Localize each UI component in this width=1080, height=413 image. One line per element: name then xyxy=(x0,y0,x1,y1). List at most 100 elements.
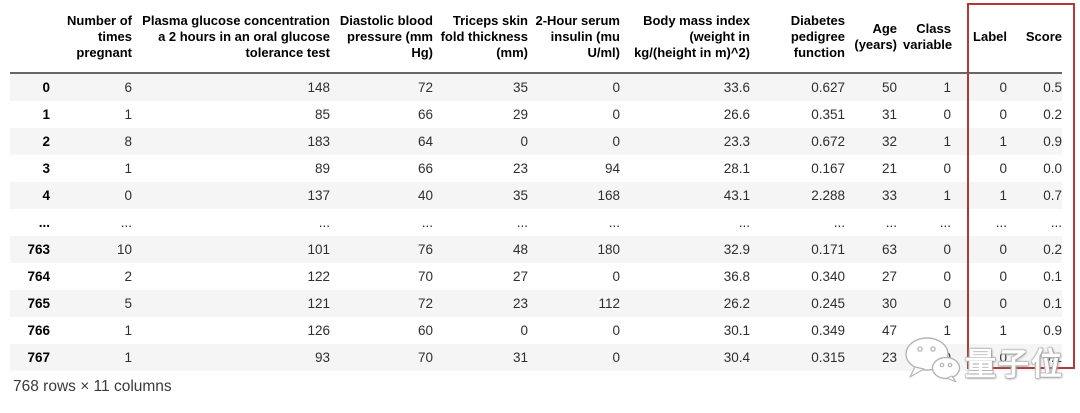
row-index: 4 xyxy=(42,188,50,203)
table-row: .................................... xyxy=(10,209,1062,236)
column-header-plasma-glucose-concentration-a-2-hours-in-an-oral-glucose-tolerance-test: Plasma glucose concentration a 2 hours i… xyxy=(142,13,330,60)
wechat-chat-bubbles-icon xyxy=(905,337,961,382)
table-cell: 89 xyxy=(314,161,330,176)
table-cell: 0 xyxy=(999,350,1007,365)
column-header-age-years: Age (years) xyxy=(854,21,897,52)
index-column-header xyxy=(10,2,50,73)
table-cell: 31 xyxy=(512,350,528,365)
column-header-diastolic-blood-pressure-mm-hg: Diastolic blood pressure (mm Hg) xyxy=(339,13,433,60)
table-row: 4 0 137 40 35 168 43.1 2.288 33 1 1 0.7 xyxy=(10,182,1062,209)
table-cell: 0.2 xyxy=(1043,107,1062,122)
row-index: 767 xyxy=(27,350,50,365)
row-index: 764 xyxy=(27,269,50,284)
table-cell: 70 xyxy=(417,269,433,284)
table-cell: 35 xyxy=(512,80,528,95)
row-index: ... xyxy=(38,215,50,230)
column-header-score: Score xyxy=(1025,29,1062,45)
dataframe-table: Number of times pregnant Plasma glucose c… xyxy=(10,2,1062,371)
row-index: 765 xyxy=(27,296,50,311)
column-header-2-hour-serum-insulin-mu-u-ml: 2-Hour serum insulin (mu U/ml) xyxy=(535,13,620,60)
table-dimensions-label: 768 rows × 11 columns xyxy=(13,378,172,395)
table-cell: 1 xyxy=(999,134,1007,149)
table-cell: 0 xyxy=(124,188,132,203)
table-cell: 30 xyxy=(881,296,897,311)
table-cell: ... xyxy=(995,215,1007,230)
table-cell: 121 xyxy=(307,296,330,311)
table-cell: 0 xyxy=(999,296,1007,311)
table-cell: 31 xyxy=(881,107,897,122)
table-cell: 0.315 xyxy=(811,350,845,365)
row-index: 766 xyxy=(27,323,50,338)
table-cell: 60 xyxy=(417,323,433,338)
table-cell: 0 xyxy=(943,296,951,311)
table-cell: ... xyxy=(833,215,845,230)
table-row: 2 8 183 64 0 0 23.3 0.672 32 1 1 0.9 xyxy=(10,128,1062,155)
table-cell: 76 xyxy=(417,242,433,257)
table-cell: 85 xyxy=(314,107,330,122)
row-index: 1 xyxy=(42,107,50,122)
table-cell: 0 xyxy=(612,323,620,338)
table-cell: 2 xyxy=(124,269,132,284)
table-cell: 26.2 xyxy=(723,296,750,311)
table-cell: 0.7 xyxy=(1043,188,1062,203)
table-cell: 0 xyxy=(943,161,951,176)
table-cell: 27 xyxy=(881,269,897,284)
table-cell: 0.167 xyxy=(811,161,845,176)
table-cell: 26.6 xyxy=(723,107,750,122)
table-cell: 63 xyxy=(881,242,897,257)
table-cell: 0 xyxy=(612,350,620,365)
table-cell: 33 xyxy=(881,188,897,203)
table-cell: 0.245 xyxy=(811,296,845,311)
table-cell: 0.0 xyxy=(1043,161,1062,176)
table-cell: 1 xyxy=(124,350,132,365)
table-cell: 0 xyxy=(612,80,620,95)
table-cell: 32 xyxy=(881,134,897,149)
table-cell: 28.1 xyxy=(723,161,750,176)
table-row: 1 1 85 66 29 0 26.6 0.351 31 0 0 0.2 xyxy=(10,101,1062,128)
table-cell: 93 xyxy=(314,350,330,365)
table-cell: 0.351 xyxy=(811,107,845,122)
table-cell: 148 xyxy=(307,80,330,95)
table-cell: 50 xyxy=(881,80,897,95)
table-cell: 1 xyxy=(943,134,951,149)
table-cell: 0 xyxy=(999,80,1007,95)
table-cell: 0 xyxy=(943,107,951,122)
table-cell: 33.6 xyxy=(723,80,750,95)
column-header-body-mass-index-weight-in-kg-height-in-m-2: Body mass index (weight in kg/(height in… xyxy=(634,13,750,60)
table-cell: 0.1 xyxy=(1043,269,1062,284)
table-cell: 0 xyxy=(612,107,620,122)
table-cell: ... xyxy=(939,215,951,230)
table-cell: 94 xyxy=(604,161,620,176)
row-index: 2 xyxy=(42,134,50,149)
table-cell: 32.9 xyxy=(723,242,750,257)
table-cell: 0 xyxy=(520,134,528,149)
table-cell: 23 xyxy=(881,350,897,365)
table-row: 766 1 126 60 0 0 30.1 0.349 47 1 1 0.9 xyxy=(10,317,1062,344)
header-row: Number of times pregnant Plasma glucose c… xyxy=(10,2,1062,73)
table-cell: 0.9 xyxy=(1043,134,1062,149)
table-cell: 0 xyxy=(999,269,1007,284)
table-cell: 29 xyxy=(512,107,528,122)
table-cell: 23 xyxy=(512,296,528,311)
row-index: 3 xyxy=(42,161,50,176)
table-cell: 1 xyxy=(943,323,951,338)
table-cell: ... xyxy=(421,215,433,230)
table-cell: 180 xyxy=(597,242,620,257)
table-cell: ... xyxy=(1050,215,1062,230)
table-cell: 27 xyxy=(512,269,528,284)
table-cell: 0.2 xyxy=(1043,242,1062,257)
table-cell: 1 xyxy=(999,323,1007,338)
table-cell: 36.8 xyxy=(723,269,750,284)
table-row: 3 1 89 66 23 94 28.1 0.167 21 0 0 0.0 xyxy=(10,155,1062,182)
table-cell: 0 xyxy=(943,269,951,284)
table-cell: ... xyxy=(516,215,528,230)
table-cell: 168 xyxy=(597,188,620,203)
table-cell: 0.1 xyxy=(1043,296,1062,311)
column-header-diabetes-pedigree-function: Diabetes pedigree function xyxy=(790,13,845,60)
table-cell: 48 xyxy=(512,242,528,257)
table-cell: 2.288 xyxy=(811,188,845,203)
table-cell: 23 xyxy=(512,161,528,176)
table-cell: ... xyxy=(608,215,620,230)
table-cell: 0 xyxy=(943,242,951,257)
